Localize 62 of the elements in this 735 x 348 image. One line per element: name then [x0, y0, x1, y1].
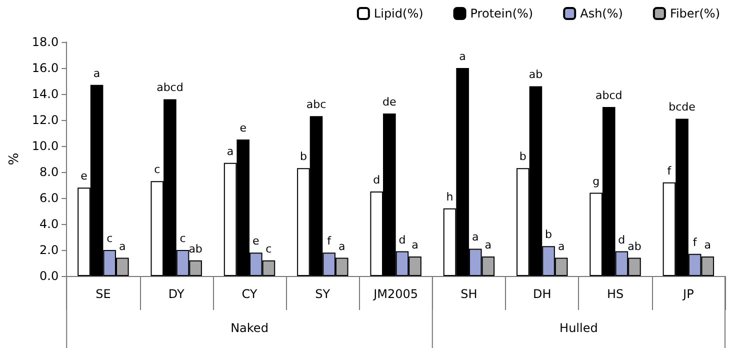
x-tick-label: CY [242, 287, 258, 301]
y-tick-label: 18.0 [32, 35, 59, 49]
data-label: b [545, 228, 552, 242]
data-label: e [252, 234, 260, 248]
y-tick-label: 14.0 [32, 87, 59, 101]
y-tick-label: 10.0 [32, 139, 59, 153]
data-label: c [266, 242, 272, 256]
x-tick-label: DY [168, 287, 185, 301]
data-label: e [240, 122, 247, 134]
data-label: d [373, 174, 380, 186]
data-label: a [704, 238, 711, 252]
data-label: c [180, 232, 186, 245]
data-label: a [484, 238, 492, 252]
data-label: a [472, 230, 479, 244]
y-tick-label: 0.0 [40, 269, 59, 283]
data-label: f [692, 236, 698, 249]
data-label: de [382, 96, 397, 108]
data-label: c [106, 232, 113, 245]
data-label: a [226, 144, 234, 158]
y-tick-label: 8.0 [40, 165, 59, 179]
data-label: d [618, 233, 626, 246]
data-label: c [154, 163, 160, 176]
data-label: ab [628, 240, 642, 253]
legend-label: Ash(%) [580, 6, 623, 20]
x-tick-label: SH [460, 287, 478, 301]
data-label: f [327, 234, 332, 248]
data-label: e [80, 170, 88, 183]
data-label: abcd [156, 81, 184, 94]
legend-label: Lipid(%) [374, 6, 424, 20]
x-tick-label: JM2005 [372, 287, 418, 301]
data-label: abc [306, 98, 326, 112]
y-tick-label: 12.0 [32, 113, 59, 127]
data-label: a [338, 240, 346, 253]
legend-label: Fiber(%) [670, 6, 720, 20]
data-label: a [558, 240, 565, 253]
y-tick-label: 16.0 [32, 61, 59, 75]
data-label: g [592, 174, 600, 188]
x-tick-label: HS [606, 287, 624, 301]
data-label: f [667, 164, 672, 178]
data-label: ab [528, 68, 543, 82]
x-tick-label: DH [532, 287, 552, 301]
x-tick-label: SE [96, 287, 111, 301]
y-axis-title: % [7, 152, 22, 166]
x-tick-label: SY [315, 287, 331, 301]
text: Hulled [560, 321, 598, 335]
data-label: a [119, 240, 126, 253]
data-label: b [519, 150, 526, 164]
data-label: h [446, 190, 454, 204]
data-label: d [398, 233, 406, 246]
y-tick-label: 2.0 [40, 243, 59, 257]
data-label: a [459, 50, 466, 63]
data-label: a [93, 66, 100, 80]
text: Naked [230, 321, 268, 335]
x-tick-label: JP [682, 287, 694, 301]
y-tick-label: 4.0 [40, 217, 59, 231]
data-label: bcde [668, 100, 696, 114]
legend-label: Protein(%) [470, 6, 534, 20]
data-label: ab [188, 242, 202, 256]
data-label: b [300, 150, 307, 164]
data-label: a [412, 238, 418, 252]
data-label: abcd [595, 89, 622, 102]
y-tick-label: 6.0 [40, 191, 59, 205]
